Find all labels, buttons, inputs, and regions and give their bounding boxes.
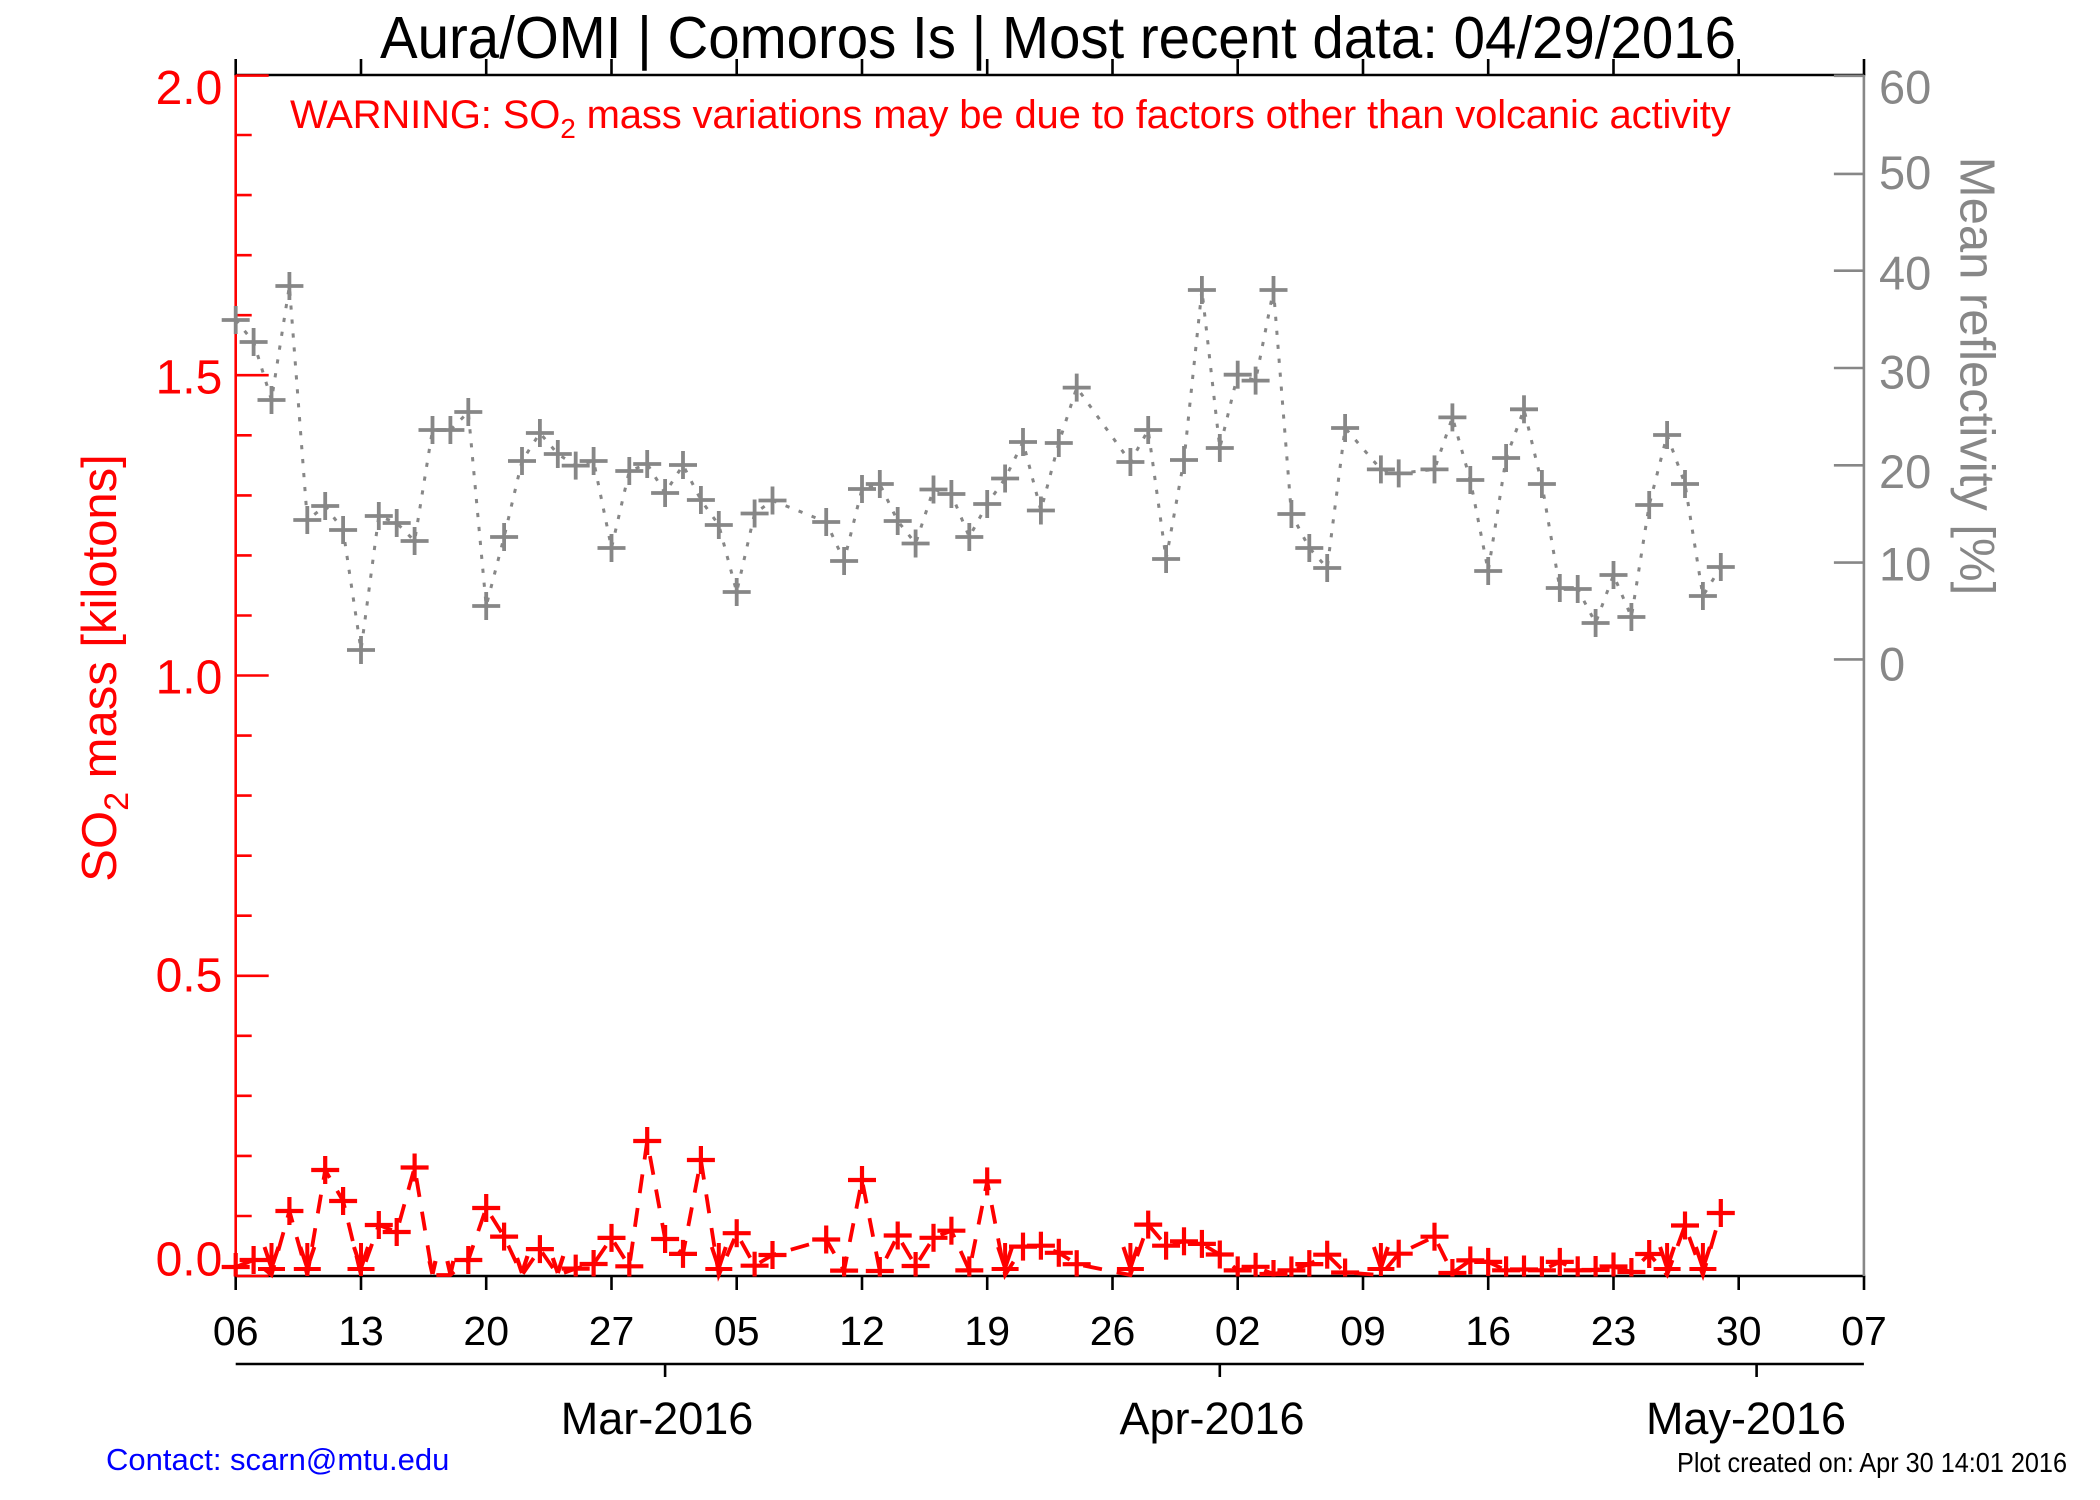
svg-text:10: 10: [1879, 537, 1931, 590]
svg-text:0: 0: [1879, 637, 1905, 690]
svg-text:Aura/OMI | Comoros Is | Most r: Aura/OMI | Comoros Is | Most recent data…: [380, 5, 1736, 71]
svg-text:Apr-2016: Apr-2016: [1119, 1393, 1304, 1444]
svg-text:40: 40: [1879, 247, 1931, 300]
svg-text:1.5: 1.5: [156, 352, 223, 405]
svg-text:Mean reflectivity [%]: Mean reflectivity [%]: [1950, 157, 2004, 595]
svg-text:60: 60: [1879, 61, 1931, 114]
svg-text:02: 02: [1215, 1308, 1261, 1354]
svg-text:13: 13: [338, 1308, 384, 1354]
svg-text:20: 20: [463, 1308, 509, 1354]
svg-text:30: 30: [1879, 346, 1931, 399]
svg-text:27: 27: [589, 1308, 635, 1354]
svg-text:50: 50: [1879, 146, 1931, 199]
svg-text:23: 23: [1591, 1308, 1637, 1354]
svg-text:0.5: 0.5: [156, 950, 223, 1003]
svg-text:Plot created on: Apr 30 14:01: Plot created on: Apr 30 14:01 2016: [1677, 1447, 2067, 1478]
svg-text:16: 16: [1465, 1308, 1511, 1354]
svg-text:19: 19: [964, 1308, 1010, 1354]
svg-text:06: 06: [213, 1308, 259, 1354]
svg-text:Mar-2016: Mar-2016: [561, 1393, 754, 1444]
svg-text:Contact: scarn@mtu.edu: Contact: scarn@mtu.edu: [106, 1442, 449, 1477]
svg-text:1.0: 1.0: [156, 652, 223, 705]
svg-text:12: 12: [839, 1308, 885, 1354]
svg-text:May-2016: May-2016: [1646, 1393, 1846, 1444]
svg-text:0.0: 0.0: [156, 1233, 223, 1286]
svg-text:WARNING: SO2 mass variations m: WARNING: SO2 mass variations may be due …: [290, 93, 1731, 144]
svg-text:09: 09: [1340, 1308, 1386, 1354]
svg-text:20: 20: [1879, 445, 1931, 498]
svg-text:07: 07: [1841, 1308, 1887, 1354]
svg-text:26: 26: [1090, 1308, 1136, 1354]
svg-text:05: 05: [714, 1308, 760, 1354]
svg-text:2.0: 2.0: [156, 62, 223, 115]
svg-text:SO2 mass [kilotons]: SO2 mass [kilotons]: [73, 454, 136, 881]
svg-text:30: 30: [1716, 1308, 1762, 1354]
